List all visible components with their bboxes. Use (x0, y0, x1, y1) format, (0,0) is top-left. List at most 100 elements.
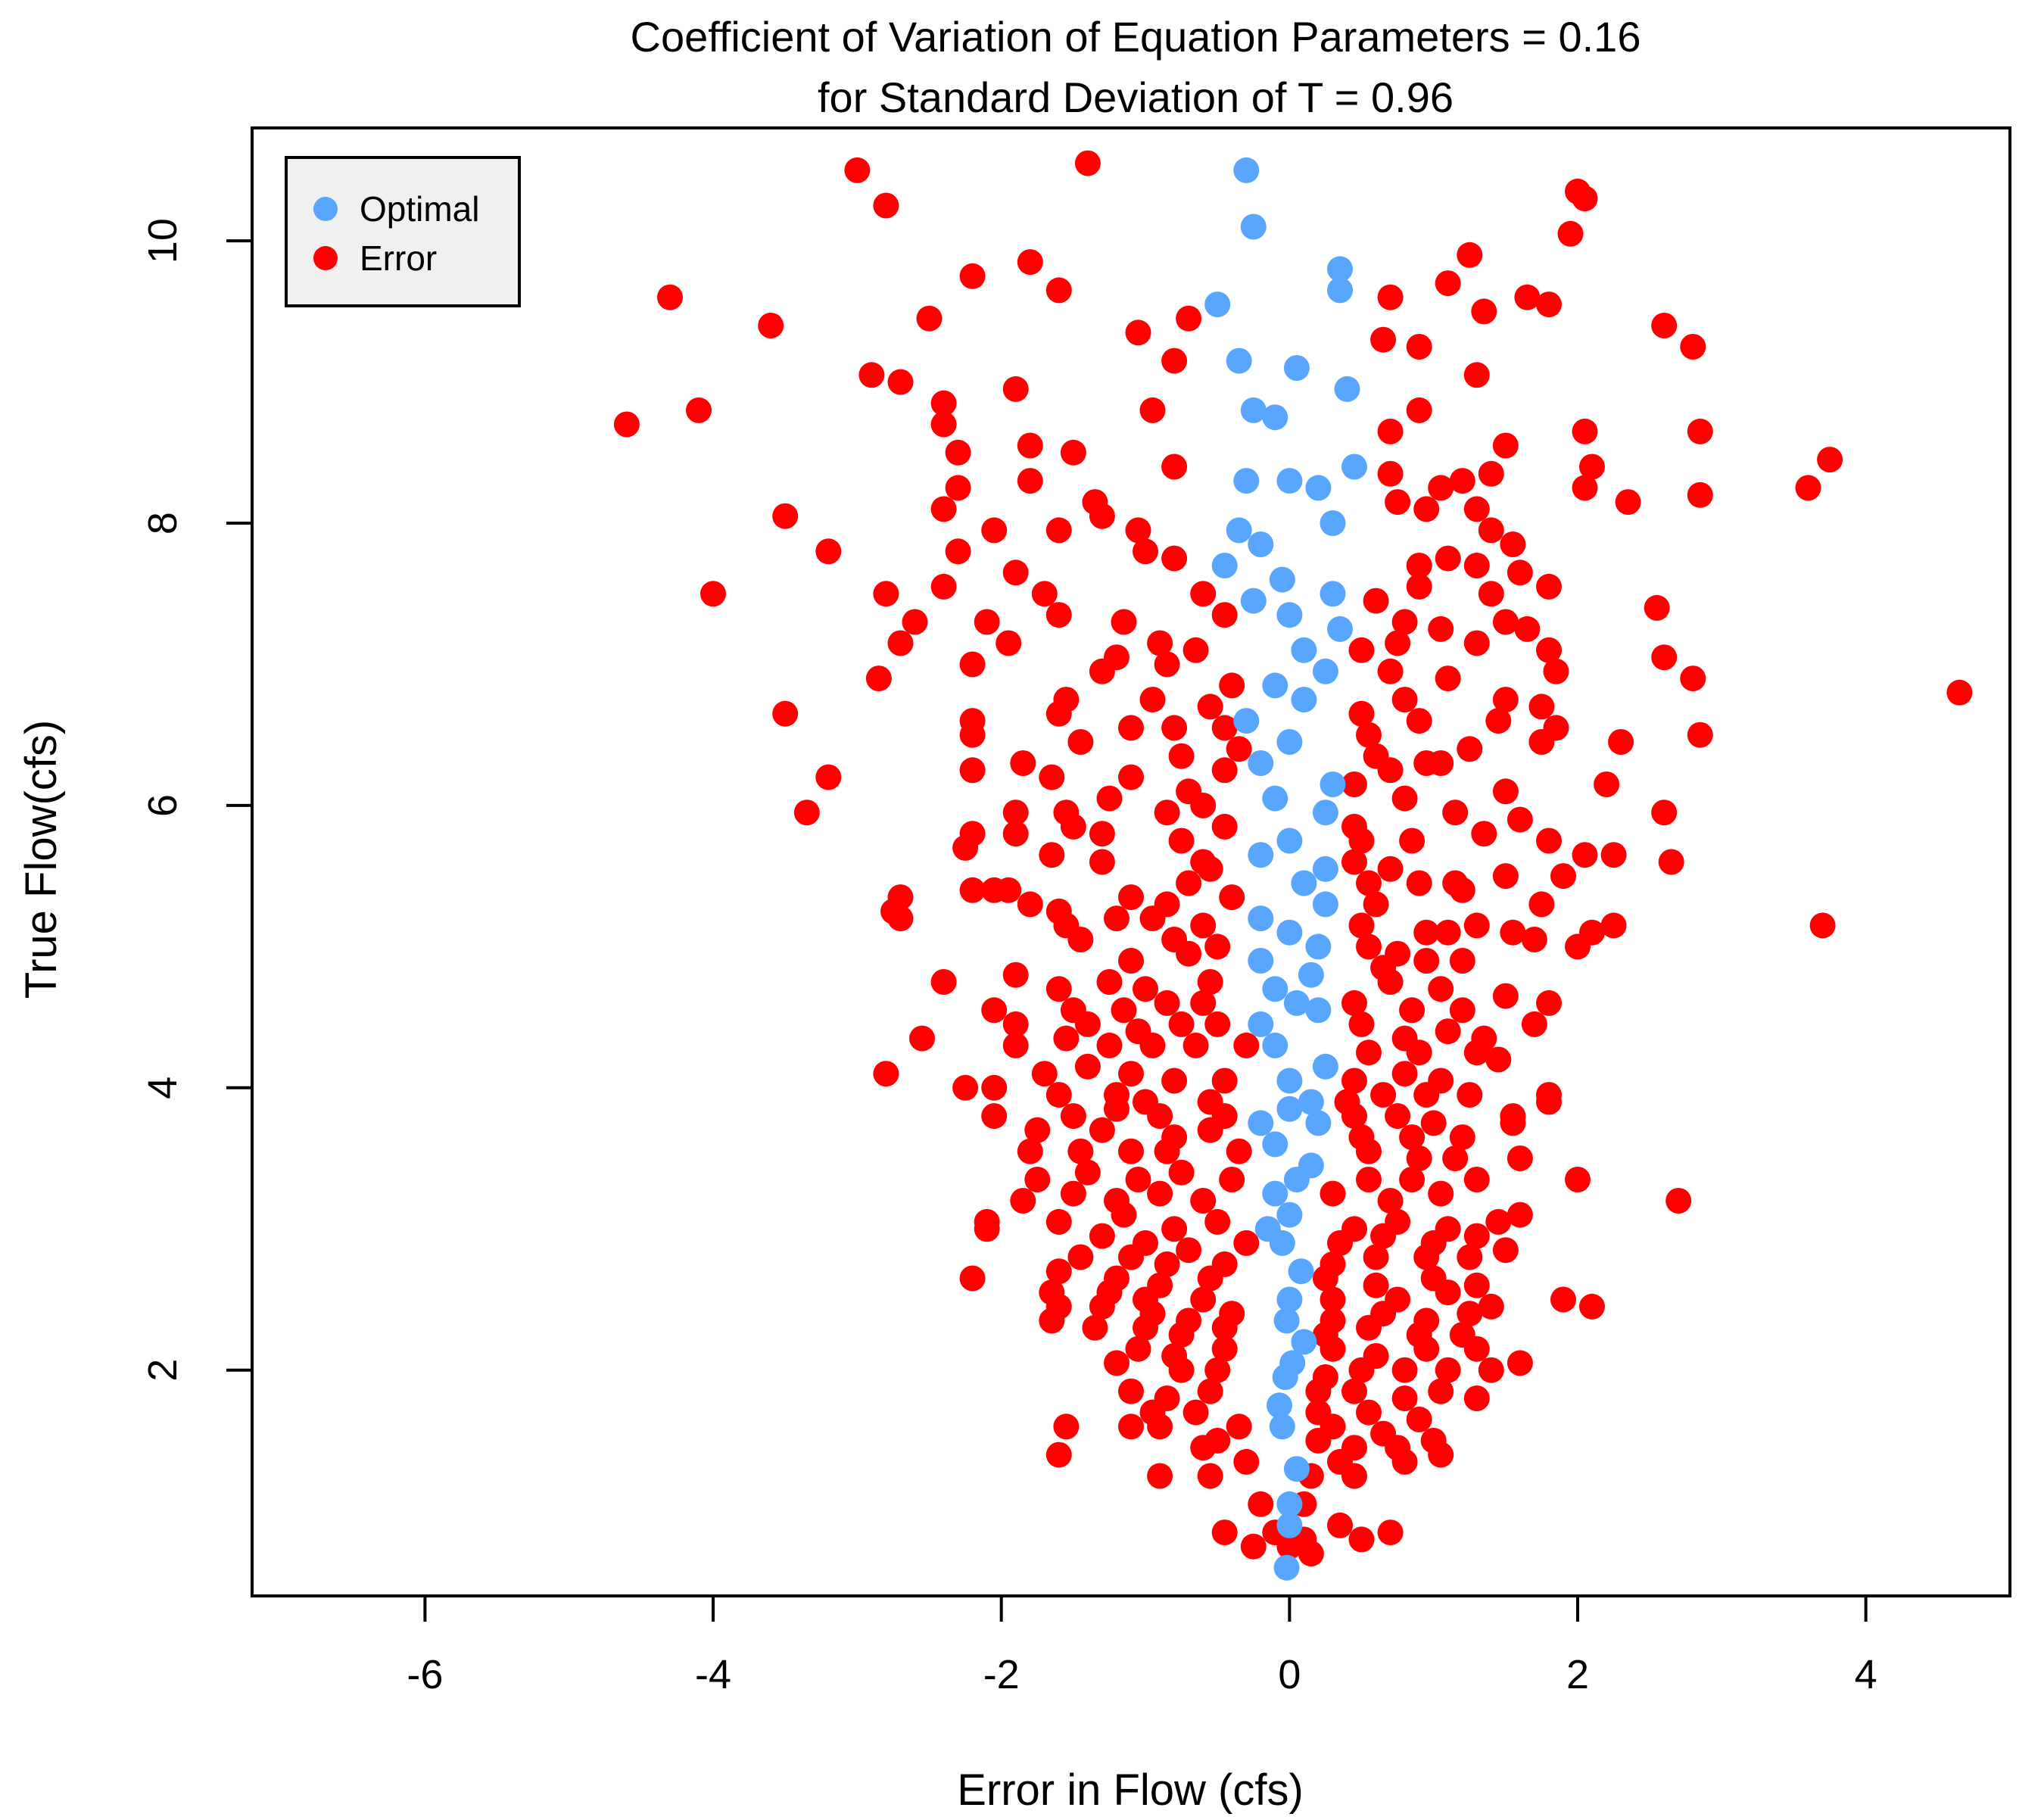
error-point (1211, 1067, 1238, 1094)
y-tick-label: 4 (140, 1077, 185, 1099)
optimal-point (1283, 355, 1310, 381)
error-point (1550, 1286, 1576, 1313)
legend-label-optimal: Optimal (360, 189, 479, 229)
error-point (1002, 1011, 1029, 1037)
error-point (1406, 1145, 1432, 1171)
error-point (1665, 1188, 1692, 1214)
error-point (1045, 700, 1072, 727)
optimal-point (1320, 510, 1346, 536)
error-point (1074, 1011, 1101, 1037)
optimal-point (1327, 277, 1353, 304)
error-point (1045, 1258, 1072, 1285)
optimal-point (1305, 1110, 1332, 1136)
error-point (1182, 1032, 1209, 1058)
error-point (613, 411, 640, 438)
error-point (758, 313, 784, 338)
error-point (1039, 1307, 1065, 1334)
error-point (1312, 1265, 1338, 1292)
optimal-point (1262, 404, 1288, 431)
error-point (1226, 1413, 1252, 1440)
optimal-point (1226, 517, 1252, 544)
error-point (1457, 242, 1483, 268)
error-point (1233, 1032, 1260, 1058)
error-point (1211, 602, 1238, 628)
error-point (996, 630, 1022, 656)
optimal-point (1283, 990, 1310, 1016)
error-point (1391, 1357, 1418, 1383)
error-point (1406, 334, 1432, 360)
optimal-point (1312, 799, 1338, 826)
error-point (1204, 1011, 1231, 1037)
error-point (1449, 1124, 1475, 1151)
error-point (887, 630, 914, 656)
error-point (1125, 517, 1151, 544)
optimal-point (1298, 961, 1324, 988)
error-point (1341, 771, 1367, 797)
error-point (1118, 1378, 1144, 1404)
error-point (1197, 969, 1223, 995)
error-point (1435, 919, 1461, 946)
error-point (1536, 827, 1562, 854)
error-point (1457, 1301, 1483, 1327)
error-point (1492, 432, 1519, 459)
error-point (1219, 1167, 1245, 1192)
error-point (1492, 778, 1519, 805)
points-layer (613, 150, 1973, 1581)
error-point (1348, 827, 1375, 854)
error-point (1067, 729, 1094, 755)
error-point (1377, 969, 1404, 995)
optimal-point (1248, 1011, 1274, 1037)
error-point (1017, 249, 1043, 276)
error-point (1002, 821, 1029, 847)
error-point (981, 1074, 1008, 1101)
error-point (1305, 1427, 1332, 1454)
error-point (865, 665, 892, 692)
error-point (1348, 1357, 1375, 1383)
error-point (1104, 1095, 1129, 1122)
error-point (1457, 1082, 1483, 1108)
error-point (1118, 948, 1144, 974)
error-point (1406, 573, 1432, 600)
optimal-point (1204, 291, 1231, 318)
optimal-point (1262, 1131, 1288, 1158)
error-point (1377, 658, 1404, 684)
error-point (657, 284, 683, 310)
error-point (1680, 665, 1706, 692)
error-point (1521, 927, 1547, 952)
optimal-point (1320, 581, 1346, 607)
error-point (873, 581, 899, 607)
optimal-point (1291, 687, 1317, 713)
error-point (1161, 348, 1188, 374)
error-point (1147, 1180, 1173, 1207)
error-point (1161, 545, 1188, 572)
error-point (1449, 948, 1475, 974)
error-point (1248, 1491, 1274, 1517)
error-point (772, 700, 799, 727)
error-point (1161, 1216, 1188, 1242)
error-point (1118, 1061, 1144, 1087)
error-point (1168, 1357, 1195, 1383)
error-point (1226, 736, 1252, 762)
optimal-point (1276, 1067, 1303, 1094)
error-point (1161, 1067, 1188, 1094)
optimal-point (1226, 348, 1252, 374)
error-point (1471, 821, 1497, 847)
error-point (1154, 990, 1180, 1016)
error-point (1485, 708, 1512, 734)
error-point (1139, 397, 1166, 423)
error-point (1320, 1180, 1346, 1207)
error-point (1348, 1011, 1375, 1037)
error-point (959, 757, 986, 784)
optimal-point (1276, 1095, 1303, 1122)
error-point (1485, 1208, 1512, 1235)
error-point (1651, 799, 1678, 826)
error-point (1154, 651, 1180, 678)
error-point (1507, 1145, 1533, 1171)
error-point (1817, 447, 1843, 473)
optimal-point (1320, 771, 1346, 797)
error-point (1197, 1463, 1223, 1489)
error-point (1377, 1188, 1404, 1214)
optimal-point (1276, 919, 1303, 946)
error-point (1190, 1286, 1217, 1313)
error-point (1197, 1265, 1223, 1292)
